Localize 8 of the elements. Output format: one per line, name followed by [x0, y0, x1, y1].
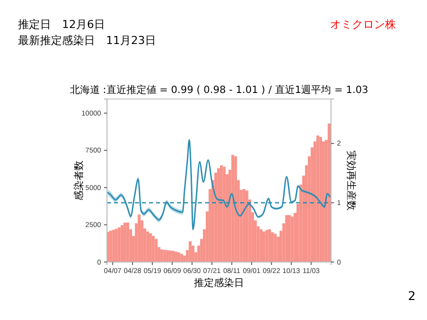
- text: 推定日 12月6日: [18, 18, 105, 31]
- text: 最新推定感染日 11月23日: [18, 34, 156, 47]
- y2-axis-title: 実効再生産数: [345, 150, 357, 210]
- x-axis-title: 推定感染日: [194, 277, 244, 289]
- y-axis-title: 感染者数: [73, 160, 85, 200]
- text: オミクロン株: [330, 18, 396, 31]
- chart-title: 北海道 :直近推定値 = 0.99 ( 0.98 - 1.01 ) / 直近1週平均 = 1.03: [70, 84, 368, 96]
- text: 2: [408, 289, 416, 303]
